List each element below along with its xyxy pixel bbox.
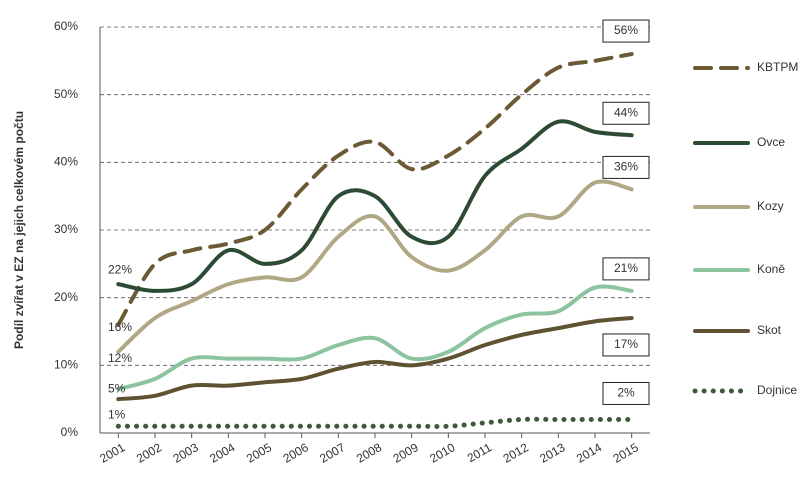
value-label: 5% [108, 381, 126, 395]
x-tick-label: 2006 [281, 440, 311, 466]
x-tick-label: 2015 [611, 440, 641, 466]
value-label: 44% [614, 105, 638, 119]
value-label-box [602, 19, 650, 43]
legend-label: Koně [757, 262, 785, 276]
y-tick-label: 60% [54, 19, 78, 33]
value-label: 17% [614, 337, 638, 351]
y-tick-label: 30% [54, 222, 78, 236]
series-line [116, 315, 634, 402]
x-tick-label: 2003 [171, 440, 201, 466]
y-tick-label: 20% [54, 290, 78, 304]
y-tick-label: 10% [54, 358, 78, 372]
y-axis-label: Podíl zvířat v EZ na jejich celkovém poč… [12, 111, 26, 349]
x-tick-label: 2007 [317, 440, 347, 466]
value-label: 12% [108, 351, 132, 365]
x-tick-label: 2001 [97, 440, 127, 466]
value-label: 36% [614, 160, 638, 174]
value-label-box [602, 101, 650, 125]
value-label: 2% [617, 386, 635, 400]
x-tick-label: 2002 [134, 440, 164, 466]
x-tick-label: 2011 [465, 440, 495, 465]
x-tick-label: 2012 [501, 440, 531, 466]
value-label: 56% [614, 23, 638, 37]
series-line [116, 284, 634, 392]
y-tick-label: 40% [54, 155, 78, 169]
series-line [116, 52, 634, 327]
legend-label: KBTPM [757, 60, 798, 74]
x-tick-label: 2009 [391, 440, 421, 466]
y-tick-label: 50% [54, 87, 78, 101]
value-label-box [602, 381, 650, 405]
value-label: 22% [108, 262, 132, 276]
value-label-box [602, 155, 650, 179]
x-tick-label: 2014 [574, 440, 604, 466]
series-line [116, 179, 634, 354]
x-tick-label: 2008 [354, 440, 384, 466]
x-tick-label: 2005 [244, 440, 274, 466]
value-label: 1% [108, 407, 126, 421]
legend-label: Dojnice [757, 383, 797, 397]
value-label-box [602, 333, 650, 357]
value-label-box [602, 257, 650, 281]
series-line [116, 119, 634, 293]
x-tick-label: 2004 [207, 440, 237, 466]
legend-label: Kozy [757, 199, 784, 213]
legend-label: Ovce [757, 135, 785, 149]
value-label: 21% [614, 261, 638, 275]
y-tick-label: 0% [61, 425, 79, 439]
series-line [115, 416, 635, 429]
legend-label: Skot [757, 323, 782, 337]
value-label: 16% [108, 320, 132, 334]
x-tick-label: 2013 [537, 440, 567, 466]
x-tick-label: 2010 [427, 440, 457, 466]
